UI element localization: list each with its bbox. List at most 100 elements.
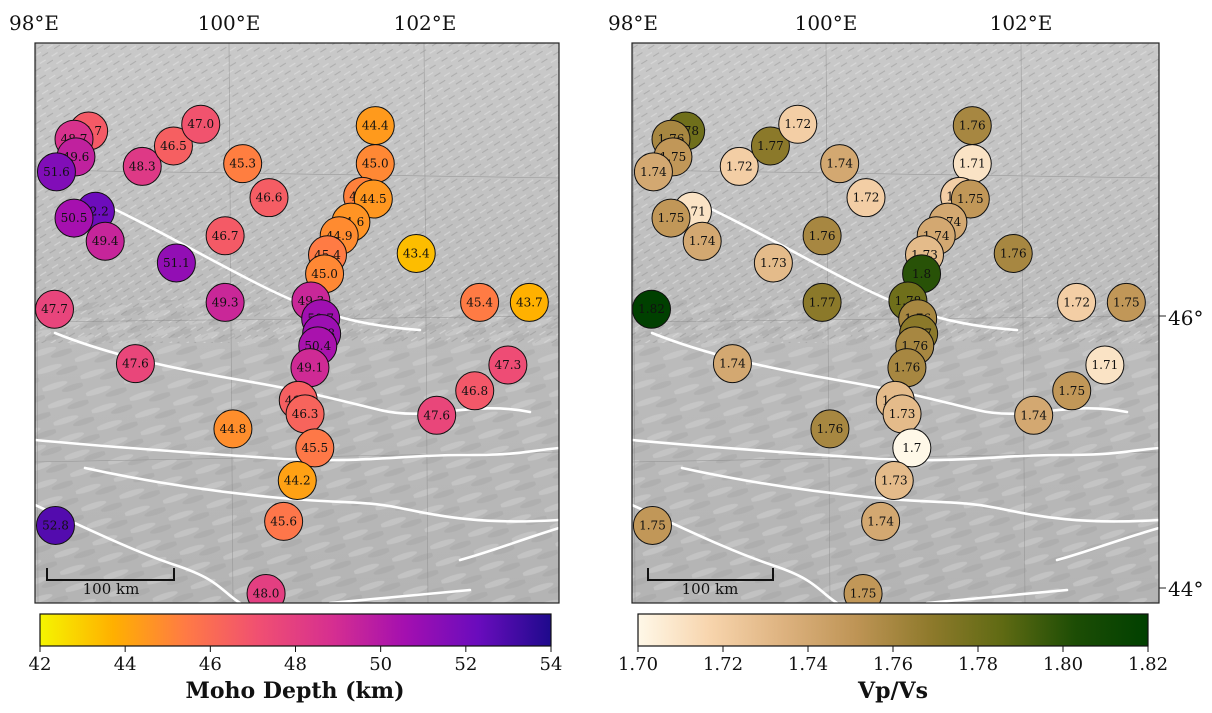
station-marker[interactable]: 1.76 <box>887 348 927 388</box>
station-circle <box>719 146 759 186</box>
station-marker[interactable]: 1.74 <box>712 344 752 384</box>
station-value-label: 1.76 <box>894 361 921 375</box>
station-marker[interactable]: 43.7 <box>509 282 549 322</box>
station-marker[interactable]: 1.77 <box>802 282 842 322</box>
station-marker[interactable]: 1.73 <box>753 243 793 283</box>
station-marker[interactable]: 1.75 <box>1052 371 1092 411</box>
station-marker[interactable]: 1.76 <box>952 106 992 146</box>
colorbar-tick-label: 44 <box>114 654 137 675</box>
station-value-label: 1.76 <box>1000 246 1027 260</box>
colorbar-tick-label: 1.74 <box>788 654 828 675</box>
station-marker[interactable]: 1.74 <box>682 221 722 261</box>
colorbar-ticks: 1.70 1.72 1.74 1.76 1.78 1.80 1.82 <box>618 646 1168 675</box>
station-marker[interactable]: 47.3 <box>488 345 528 385</box>
station-circle <box>502 659 540 697</box>
station-marker[interactable]: 49.4 <box>85 221 125 261</box>
station-marker[interactable]: 1.74 <box>820 144 860 184</box>
station-marker[interactable]: 45.5 <box>295 428 335 468</box>
station-marker[interactable]: 49.3 <box>205 282 245 322</box>
station-marker[interactable]: 42.5 <box>502 659 540 697</box>
station-circle <box>778 104 818 144</box>
station-marker[interactable]: 1.72 <box>1057 282 1097 322</box>
colorbar-title: Moho Depth (km) <box>186 678 405 704</box>
station-marker[interactable]: 51.6 <box>36 152 76 192</box>
vpvs-stations: 1.781.761.751.741.711.751.741.721.771.72… <box>632 104 1146 612</box>
station-value-label: 45.4 <box>466 295 493 309</box>
moho-stations: 46.748.749.651.652.250.549.448.346.547.0… <box>35 104 549 697</box>
station-marker[interactable]: 52.8 <box>35 505 75 545</box>
station-marker[interactable]: 1.73 <box>882 394 922 434</box>
station-marker[interactable]: 1.76 <box>993 233 1033 273</box>
station-marker[interactable]: 49.1 <box>290 348 330 388</box>
station-marker[interactable]: 1.75 <box>651 198 691 238</box>
station-circle <box>632 505 672 545</box>
station-marker[interactable]: 45.4 <box>460 282 500 322</box>
lon-label-100: 100°E <box>198 11 261 35</box>
station-circle <box>802 282 842 322</box>
station-value-label: 45.3 <box>229 157 256 171</box>
station-circle <box>249 178 289 218</box>
station-marker[interactable]: 51.1 <box>156 243 196 283</box>
station-marker[interactable]: 1.76 <box>810 409 850 449</box>
station-marker[interactable]: 1.82 <box>632 289 671 329</box>
station-marker[interactable]: 47.6 <box>115 344 155 384</box>
station-value-label: 48.0 <box>253 586 280 600</box>
station-circle <box>843 573 883 603</box>
station-marker[interactable]: 43.4 <box>396 233 436 273</box>
station-marker[interactable]: 47.0 <box>181 104 221 144</box>
station-marker[interactable]: 1.7 <box>892 428 932 468</box>
station-value-label: 1.82 <box>638 302 665 316</box>
station-marker[interactable]: 45.3 <box>223 144 263 184</box>
station-marker[interactable]: 1.75 <box>1106 282 1146 322</box>
station-circle <box>295 428 335 468</box>
station-marker[interactable]: 44.2 <box>277 461 317 501</box>
station-circle <box>223 144 263 184</box>
station-marker[interactable]: 1.75 <box>632 505 672 545</box>
station-marker[interactable]: 48.0 <box>246 573 286 612</box>
station-marker[interactable]: 1.75 <box>843 573 883 612</box>
station-marker[interactable]: 44.8 <box>213 409 253 449</box>
station-marker[interactable]: 46.5 <box>153 126 193 166</box>
station-value-label: 50.5 <box>61 211 88 225</box>
station-marker[interactable]: 1.72 <box>719 146 759 186</box>
station-marker[interactable]: 44.4 <box>355 106 395 146</box>
station-marker[interactable]: 50.5 <box>54 198 94 238</box>
station-value-label: 45.0 <box>362 157 389 171</box>
station-marker[interactable]: 1.71 <box>952 144 992 184</box>
station-marker[interactable]: 46.6 <box>249 178 289 218</box>
station-marker[interactable]: 1.74 <box>633 152 673 192</box>
scale-bar: 100 km <box>46 568 175 598</box>
station-value-label: 1.8 <box>912 267 931 281</box>
station-marker[interactable]: 48.3 <box>122 146 162 186</box>
colorbar-tick-label: 54 <box>540 654 563 675</box>
station-value-label: 1.76 <box>817 422 844 436</box>
station-marker[interactable]: 46.8 <box>455 371 495 411</box>
station-marker[interactable]: 46.3 <box>285 394 325 434</box>
station-value-label: 47.6 <box>122 357 149 371</box>
map-frame <box>34 42 560 604</box>
station-circle <box>205 282 245 322</box>
station-marker[interactable]: 1.72 <box>846 178 886 218</box>
station-circle <box>810 409 850 449</box>
station-marker[interactable]: 1.76 <box>802 216 842 256</box>
station-marker[interactable]: 1.71 <box>1085 345 1125 385</box>
station-marker[interactable]: 1.77 <box>750 126 790 166</box>
station-value-label: 1.74 <box>867 514 894 528</box>
station-marker[interactable]: 1.74 <box>1014 395 1054 435</box>
station-marker[interactable]: 45.6 <box>264 501 304 541</box>
station-circle <box>1106 282 1146 322</box>
scale-bar-label: 100 km <box>83 580 140 598</box>
station-marker[interactable]: 1.72 <box>778 104 818 144</box>
station-circle <box>1085 345 1125 385</box>
station-marker[interactable]: 46.7 <box>205 216 245 256</box>
station-marker[interactable]: 1.73 <box>874 461 914 501</box>
station-marker[interactable]: 47.7 <box>35 289 74 329</box>
lon-label-102: 102°E <box>990 11 1053 35</box>
station-value-label: 1.72 <box>784 117 811 131</box>
station-circle <box>455 371 495 411</box>
station-value-label: 1.74 <box>640 165 667 179</box>
station-marker[interactable]: 47.6 <box>417 395 457 435</box>
station-circle <box>846 178 886 218</box>
station-marker[interactable]: 1.74 <box>861 501 901 541</box>
lon-label-98: 98°E <box>608 11 658 35</box>
